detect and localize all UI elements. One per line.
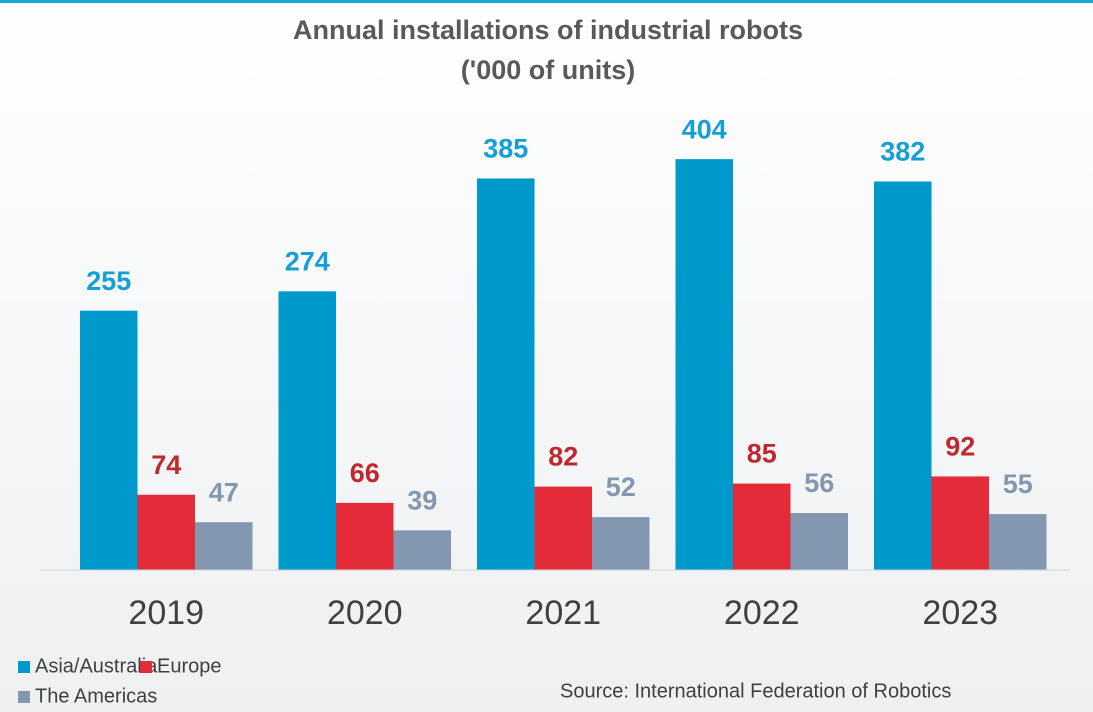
legend-label: Asia/Australia [35, 655, 158, 677]
value-label: 385 [483, 134, 528, 164]
bar [989, 514, 1047, 570]
bar [534, 486, 592, 570]
top-border [0, 0, 1093, 3]
value-label: 404 [682, 114, 727, 144]
chart-subtitle: ('000 of units) [461, 55, 635, 85]
legend-swatch [18, 691, 30, 703]
x-tick-label: 2020 [327, 594, 403, 632]
bar [675, 159, 733, 570]
bar [336, 502, 394, 570]
value-label: 382 [880, 137, 925, 167]
bar [874, 181, 932, 571]
bar [592, 517, 650, 570]
legend-swatch [140, 661, 152, 673]
value-label: 82 [548, 442, 578, 472]
value-label: 274 [285, 246, 330, 276]
x-tick-label: 2022 [724, 594, 800, 632]
x-tick-label: 2021 [525, 594, 601, 632]
x-tick-label: 2019 [128, 594, 204, 632]
bar [393, 530, 451, 570]
value-label: 39 [407, 485, 437, 515]
bar [137, 494, 195, 570]
bar [278, 291, 336, 570]
source: Source: International Federation of Robo… [560, 680, 951, 702]
bar [195, 522, 253, 570]
value-label: 74 [151, 450, 181, 480]
value-label: 85 [747, 439, 777, 469]
bar [790, 513, 848, 570]
value-label: 55 [1003, 469, 1033, 499]
value-label: 255 [86, 266, 131, 296]
legend-label: The Americas [35, 685, 157, 707]
x-tick-label: 2023 [922, 594, 998, 632]
value-label: 56 [804, 468, 834, 498]
bar [477, 178, 535, 570]
value-label: 47 [209, 477, 239, 507]
legend-swatch [18, 661, 30, 673]
bar [931, 476, 989, 570]
value-label: 92 [945, 432, 975, 462]
bar [733, 483, 791, 570]
value-label: 66 [350, 458, 380, 488]
chart-title: Annual installations of industrial robot… [293, 15, 803, 45]
legend-label: Europe [157, 655, 222, 677]
bar [80, 310, 138, 570]
value-label: 52 [606, 472, 636, 502]
